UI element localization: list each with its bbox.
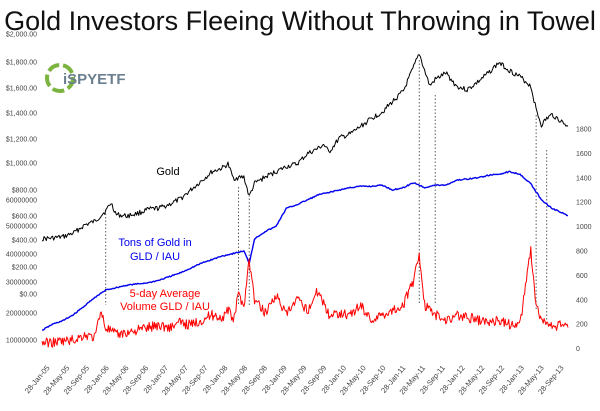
- tons-axis-tick: 1800: [576, 127, 592, 134]
- volume-line: [41, 246, 569, 348]
- gold-axis-tick: $1,600.00: [6, 86, 37, 93]
- volume-axis-tick: 30000000: [6, 280, 37, 287]
- gold-axis-tick: $1,800.00: [6, 60, 37, 67]
- volume-axis-tick: 60000000: [6, 198, 37, 205]
- gold-axis-tick: $0.00: [19, 292, 37, 299]
- dotted-event-lines: [105, 60, 548, 320]
- logo-circle-icon: [45, 63, 75, 93]
- series-annotation: 5-day Average: [130, 288, 201, 300]
- tons-axis-tick: 1600: [576, 151, 592, 158]
- volume-axis-tick: 40000000: [6, 252, 37, 259]
- axis-gold-price: $2,000.00 $1,800.00 $1,600.00 $1,400.00 $1,2…: [6, 32, 37, 299]
- series-annotations: Gold Tons of Gold in GLD / IAU 5-day Averag…: [118, 166, 210, 313]
- ispyetf-logo: iSPYETF: [45, 63, 126, 93]
- gold-axis-tick: $200.00: [12, 265, 37, 272]
- tons-axis-tick: 0: [576, 346, 580, 353]
- gold-axis-tick: $1,400.00: [6, 111, 37, 118]
- gold-axis-tick: $2,000.00: [6, 32, 37, 39]
- series-annotation: Tons of Gold in: [118, 237, 191, 249]
- gold-axis-tick: $400.00: [12, 238, 37, 245]
- x-axis: 28-Jan-0528-May-0528-Sep-0528-Jan-0628-M…: [23, 364, 566, 397]
- series-annotation: Volume GLD / IAU: [120, 301, 210, 313]
- logo-text: iSPYETF: [63, 71, 126, 88]
- gold-axis-tick: $1,200.00: [6, 137, 37, 144]
- series-annotation: GLD / IAU: [130, 251, 180, 263]
- tons-axis-tick: 400: [576, 297, 588, 304]
- tons-axis-tick: 600: [576, 273, 588, 280]
- gold-line: [41, 54, 569, 242]
- gold-axis-tick: $1,000.00: [6, 161, 37, 168]
- tons-line: [41, 170, 569, 331]
- gold-axis-tick: $600.00: [12, 214, 37, 221]
- series-lines: [41, 54, 569, 348]
- volume-axis-tick: 10000000: [6, 338, 37, 345]
- axis-volume: 60000000 50000000 40000000 30000000 20000000…: [6, 198, 37, 345]
- gold-axis-tick: $800.00: [12, 188, 37, 195]
- tons-axis-tick: 1400: [576, 175, 592, 182]
- tons-axis-tick: 1000: [576, 224, 592, 231]
- axis-tons: 1800 1600 1400 1200 1000 800 600 400 200 0: [576, 127, 592, 354]
- chart-title: Gold Investors Fleeing Without Throwing …: [4, 6, 596, 36]
- tons-axis-tick: 1200: [576, 200, 592, 207]
- tons-axis-tick: 200: [576, 322, 588, 329]
- volume-axis-tick: 50000000: [6, 224, 37, 231]
- volume-axis-tick: 20000000: [6, 311, 37, 318]
- series-annotation: Gold: [156, 166, 179, 178]
- tons-axis-tick: 800: [576, 249, 588, 256]
